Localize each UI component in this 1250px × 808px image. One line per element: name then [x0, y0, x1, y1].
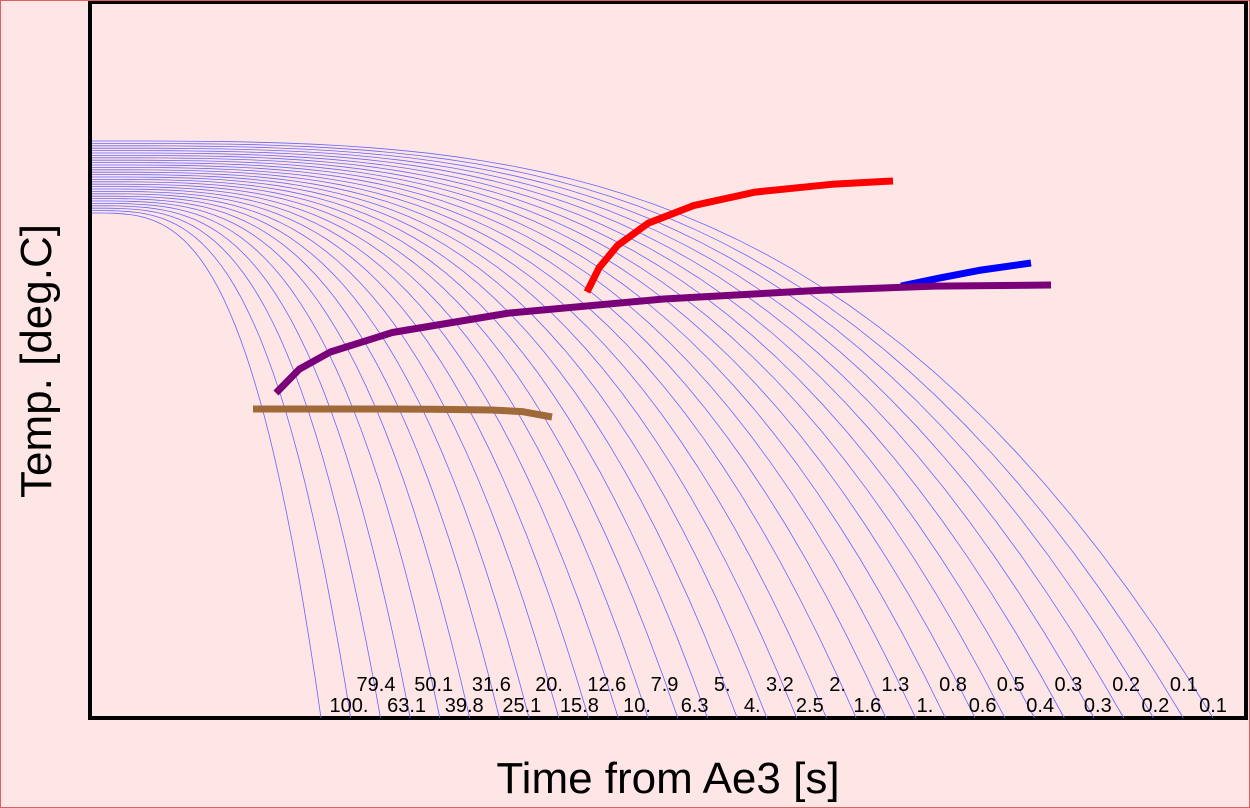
cooling-curve — [92, 179, 738, 719]
cooling-rate-label: 100. — [330, 695, 369, 717]
transformation-curve — [583, 177, 894, 294]
x-axis-title: Time from Ae3 [s] — [496, 754, 839, 803]
cooling-curve — [92, 167, 887, 719]
cooling-rate-label: 0.4 — [1026, 695, 1054, 717]
cooling-curve — [92, 140, 1214, 719]
cooling-rate-label: 50.1 — [414, 674, 453, 696]
cooling-curve — [92, 183, 679, 719]
transformation-curve — [273, 281, 1052, 396]
cooling-rate-label: 0.5 — [997, 674, 1025, 696]
cooling-curve — [92, 203, 441, 719]
cooling-curve — [92, 198, 500, 719]
cooling-curve — [92, 191, 589, 719]
cooling-curve — [92, 159, 976, 719]
cooling-rate-label: 20. — [535, 674, 563, 696]
cooling-rate-label: 1. — [917, 695, 934, 717]
cooling-rate-label: 25.1 — [502, 695, 541, 717]
transformation-curve — [900, 259, 1032, 290]
cooling-curve — [92, 205, 411, 719]
cooling-rate-label: 6.3 — [681, 695, 709, 717]
transformation-curves-group — [253, 177, 1052, 421]
cooling-curve — [92, 162, 946, 719]
cooling-rate-label: 12.6 — [587, 674, 626, 696]
cooling-curve — [92, 181, 708, 719]
cooling-rate-labels-group: 79.4 50.1 31.6 20. 12.6 7.9 5. 3.2 2. 1.3 0.8 0.5 0.… — [330, 674, 1227, 717]
cooling-rate-label: 2.5 — [796, 695, 824, 717]
cooling-curve — [92, 210, 352, 719]
cooling-rate-label: 4. — [744, 695, 761, 717]
cooling-curve — [92, 193, 560, 719]
plot-frame — [88, 1, 1248, 720]
cooling-curve — [92, 157, 1006, 719]
y-axis-title: Temp. [deg.C] — [12, 224, 61, 498]
cooling-rate-label: 0.3 — [1054, 674, 1082, 696]
cooling-rate-label: 2. — [829, 674, 846, 696]
cooling-curve — [92, 152, 1065, 719]
cooling-rate-label: 10. — [623, 695, 651, 717]
cooling-curve — [92, 207, 381, 719]
cooling-rate-label: 3.2 — [766, 674, 794, 696]
cooling-rate-label: 31.6 — [472, 674, 511, 696]
cooling-curve — [92, 195, 530, 719]
cooling-rate-label: 63.1 — [387, 695, 426, 717]
cooling-curve — [92, 155, 1035, 719]
cooling-rate-label: 0.1 — [1170, 674, 1198, 696]
cooling-rate-label: 39.8 — [445, 695, 484, 717]
cooling-rate-label: 0.1 — [1199, 695, 1227, 717]
cooling-rate-label: 0.2 — [1141, 695, 1169, 717]
cooling-curve — [92, 200, 471, 719]
cooling-curve — [92, 212, 322, 719]
cooling-curve — [92, 186, 649, 719]
cooling-curve — [92, 150, 1095, 719]
cooling-curve — [92, 171, 827, 719]
cooling-rate-label: 0.2 — [1112, 674, 1140, 696]
cooling-curves-group — [92, 140, 1214, 719]
cooling-curve — [92, 164, 917, 719]
cooling-rate-label: 0.3 — [1084, 695, 1112, 717]
cooling-rate-label: 7.9 — [651, 674, 679, 696]
cooling-rate-label: 79.4 — [357, 674, 396, 696]
cooling-curve — [92, 143, 1184, 719]
cooling-rate-label: 5. — [714, 674, 731, 696]
cooling-rate-label: 15.8 — [560, 695, 599, 717]
cooling-curve — [92, 174, 798, 719]
cooling-curve — [92, 145, 1154, 719]
cooling-rate-label: 1.6 — [853, 695, 881, 717]
cooling-rate-label: 0.6 — [969, 695, 997, 717]
cooling-curve — [92, 147, 1125, 719]
cooling-rate-label: 1.3 — [881, 674, 909, 696]
cooling-curve — [92, 176, 768, 719]
transformation-curve — [253, 405, 553, 421]
cooling-curve — [92, 169, 857, 719]
cooling-curve — [92, 188, 619, 719]
cooling-rate-label: 0.8 — [939, 674, 967, 696]
